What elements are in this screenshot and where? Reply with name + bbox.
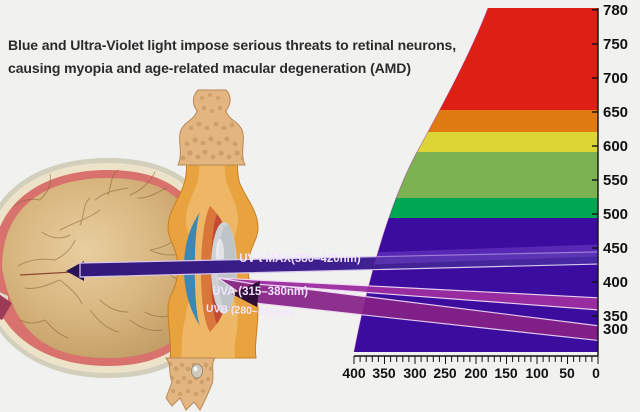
svg-text:50: 50 — [559, 365, 575, 381]
svg-text:780: 780 — [603, 2, 628, 19]
svg-text:0: 0 — [592, 365, 600, 381]
svg-text:650: 650 — [603, 104, 628, 121]
svg-text:150: 150 — [494, 365, 518, 381]
svg-text:750: 750 — [603, 36, 628, 53]
svg-text:400: 400 — [603, 274, 628, 291]
svg-text:450: 450 — [603, 240, 628, 257]
svg-text:400: 400 — [342, 365, 366, 381]
svg-text:700: 700 — [603, 70, 628, 87]
svg-text:100: 100 — [525, 365, 549, 381]
svg-text:600: 600 — [603, 138, 628, 155]
svg-text:350: 350 — [372, 365, 396, 381]
svg-text:500: 500 — [603, 206, 628, 223]
svg-text:250: 250 — [433, 365, 457, 381]
svg-text:300: 300 — [403, 365, 427, 381]
svg-text:300: 300 — [603, 321, 628, 338]
svg-text:550: 550 — [603, 172, 628, 189]
svg-text:200: 200 — [464, 365, 488, 381]
